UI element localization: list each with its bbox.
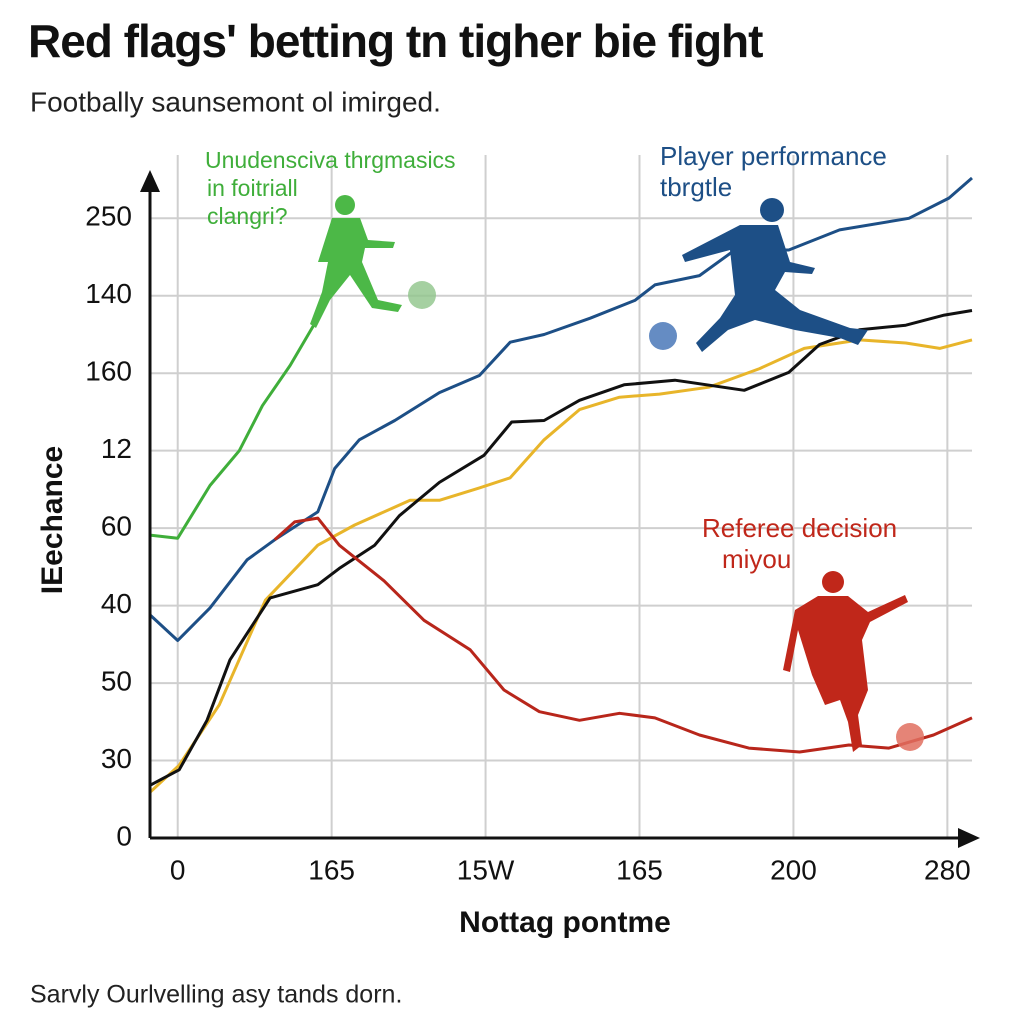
- y-tick-label: 50: [101, 665, 132, 696]
- x-tick-label: 280: [924, 854, 971, 885]
- series-line: [148, 176, 973, 642]
- series-line: [148, 338, 973, 794]
- annotation: clangri?: [207, 203, 288, 229]
- annotation: Referee decision: [702, 513, 897, 543]
- y-tick-label: 40: [101, 588, 132, 619]
- y-axis-label: IEechance: [36, 446, 69, 594]
- y-tick-label: 30: [101, 743, 132, 774]
- y-axis-arrow: [140, 170, 160, 192]
- series-line: [273, 516, 973, 754]
- series-line: [149, 317, 320, 540]
- x-tick-label: 15W: [457, 854, 515, 885]
- x-tick-label: 0: [170, 854, 186, 885]
- annotation: in foitriall: [207, 175, 298, 201]
- footer: Sarvly Ourlvelling asy tands dorn.: [30, 981, 402, 1009]
- annotation: Player performance: [660, 141, 887, 171]
- y-tick-label: 140: [85, 278, 132, 309]
- chart-title: Red flags' betting tn tigher bie fight: [28, 15, 763, 67]
- red-player: [783, 571, 924, 752]
- y-tick-label: 250: [85, 201, 132, 232]
- lines: [148, 176, 973, 794]
- x-axis-label: Nottag pontme: [459, 906, 671, 939]
- y-tick-label: 0: [116, 820, 132, 851]
- blue-player: [649, 198, 868, 352]
- y-tick-label: 160: [85, 356, 132, 387]
- green-player: [310, 195, 436, 328]
- series-line: [149, 309, 973, 787]
- annotation: miyou: [722, 544, 791, 574]
- grid: [150, 155, 972, 839]
- x-tick-label: 165: [308, 854, 355, 885]
- annotation: tbrgtle: [660, 172, 732, 202]
- annotation: Unudenscivа thrgmasics: [205, 147, 456, 173]
- x-tick-label: 165: [616, 854, 663, 885]
- y-tick-label: 60: [101, 511, 132, 542]
- y-tick-label: 12: [101, 433, 132, 464]
- x-tick-label: 200: [770, 854, 817, 885]
- chart-subtitle: Footbally saunsemont ol imirged.: [30, 86, 441, 117]
- x-axis-arrow: [958, 828, 980, 848]
